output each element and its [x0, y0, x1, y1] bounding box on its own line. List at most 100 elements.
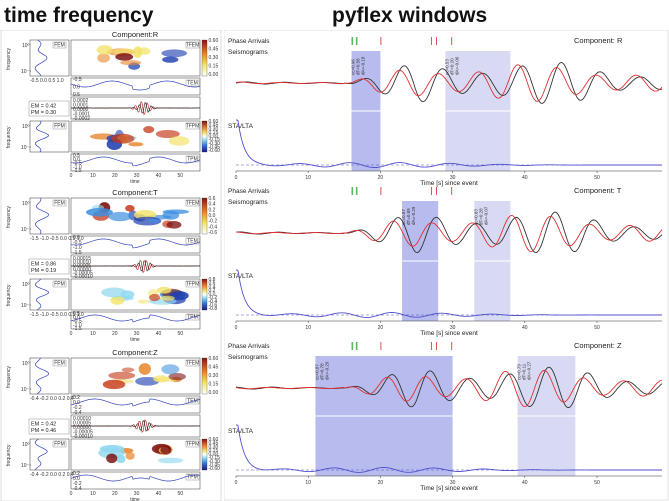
tf-colorbar-tick: 0.30 — [209, 55, 219, 61]
pyflex-windows-heading: pyflex windows — [332, 4, 488, 27]
tf-tpm-tick: -0.5 — [73, 319, 82, 325]
pyflex-x-tick: 50 — [594, 175, 600, 181]
window-stat: dA=-0.06 — [454, 56, 459, 75]
tf-ylabel: frequency — [6, 366, 12, 388]
sta-lta-label: STA/LTA — [228, 123, 254, 130]
tf-colorbar-tick: -0.60 — [209, 466, 221, 472]
tf-tem-tick: 0.0 — [73, 400, 80, 406]
tf-curve — [70, 238, 201, 249]
tf-tem-tick: 0.0 — [73, 85, 80, 91]
tf-colorbar-tick: 0.2 — [209, 207, 216, 213]
tf-box-label: FEM — [54, 201, 65, 207]
pyflex-component-1: cc=0.96 dT=0.58 dA=-0.18 cc=0.53 dT=0.20 dA=-… — [228, 36, 663, 187]
tf-tpm-tick: 0.0 — [73, 315, 80, 321]
tf-tpm-tick: -0.2 — [73, 481, 82, 487]
tf-colorbar-tick: 0.30 — [209, 126, 219, 132]
tf-xlabel: time — [130, 497, 140, 501]
window-stat: dA=-0.07 — [483, 206, 488, 225]
tf-xlabel: time — [130, 179, 140, 185]
tf-curve — [35, 120, 50, 153]
observed-seismogram — [235, 211, 663, 254]
tf-box-label: TFPM — [186, 282, 200, 288]
window-stat: cc=0.83 — [473, 209, 478, 225]
tf-colorbar-tick: 0.45 — [209, 123, 219, 129]
tf-fpm-ticks: -1.5 -1.0 -0.5 0.0 0.5 1.0 — [30, 312, 84, 318]
window-stat: dA=-0.29 — [324, 361, 329, 380]
tf-colorbar-tick: 0.4 — [209, 284, 216, 290]
tf-heatmap — [101, 286, 189, 305]
seismograms-label: Seismograms — [228, 199, 268, 206]
phase-arrival-green — [355, 342, 358, 350]
tf-colorbar-tick: -0.4 — [209, 299, 218, 305]
pyflex-xlabel: Time [s] since event — [420, 180, 478, 187]
tf-seis-tick: -0.00005 — [73, 430, 93, 436]
window-stat: dT=0.20 — [449, 58, 454, 75]
tf-seis-tick: 0.00010 — [73, 260, 91, 266]
tf-ylabel: frequency — [6, 126, 12, 148]
tf-colorbar-tick: 0.15 — [209, 448, 219, 454]
synthetic-seismogram — [235, 369, 663, 408]
pyflex-x-tick: 0 — [235, 175, 238, 181]
tf-colorbar — [201, 197, 208, 235]
tf-tem-tick: -0.2 — [73, 405, 82, 411]
tf-box-label: FEM — [54, 361, 65, 367]
tf-tpm-tick: 0.0 — [73, 476, 80, 482]
window-stat: dA=-0.27 — [527, 361, 532, 380]
tf-seis-tick: 0.0000 — [73, 107, 89, 113]
window-stat: dT=0.78 — [319, 363, 324, 380]
tf-x-tick: 50 — [178, 491, 184, 497]
tf-box-label: TFEM — [186, 361, 200, 367]
tf-freq-tick: 10⁰ — [22, 43, 30, 49]
tf-colorbar-tick: 0.8 — [209, 277, 216, 283]
tf-x-tick: 40 — [156, 173, 162, 179]
phase-arrivals-label: Phase Arrivals — [228, 343, 270, 350]
window-stat: dA=-0.18 — [361, 56, 366, 75]
tf-seis-tick: 0.00010 — [73, 416, 91, 422]
tf-tem-tick: 0.2 — [73, 395, 80, 401]
tf-freq-tick: 10⁰ — [22, 442, 30, 448]
tf-curve — [34, 39, 48, 77]
pyflex-x-tick: 50 — [594, 480, 600, 486]
tf-x-tick: 40 — [156, 491, 162, 497]
tf-curve — [34, 438, 48, 471]
tf-x-tick: 20 — [112, 331, 118, 337]
tf-fpm-ticks: -0.4 -0.2 0.0 0.2 0.4 — [30, 472, 74, 478]
tf-box-label: TEM — [187, 81, 198, 87]
pyflex-x-tick: 40 — [522, 325, 528, 331]
tf-freq-tick: 10⁰ — [22, 124, 30, 130]
tf-ylabel: frequency — [6, 444, 12, 466]
tf-seis-tick: -0.00005 — [73, 270, 93, 276]
tf-colorbar-tick: -0.15 — [209, 455, 221, 461]
tf-curve — [70, 156, 201, 167]
tf-freq-tick: 10⁻¹ — [21, 463, 31, 469]
seismograms-label: Seismograms — [228, 354, 268, 361]
tf-pm-value: PM = 0.46 — [31, 428, 56, 434]
tf-colorbar — [201, 278, 208, 311]
tf-fem-ticks: -0.5 0.0 0.5 1.0 — [30, 78, 64, 84]
tf-tpm-tick: 0.5 — [73, 153, 80, 159]
tf-colorbar-tick: 0.45 — [209, 47, 219, 53]
time-frequency-heading: time frequency — [4, 4, 154, 27]
pyflex-component-title: Component: Z — [574, 341, 622, 350]
tf-curve — [70, 314, 201, 323]
pyflex-x-tick: 20 — [378, 480, 384, 486]
tf-seis-tick: -0.0002 — [73, 116, 90, 122]
tf-x-tick: 0 — [70, 491, 73, 497]
tf-colorbar-tick: -0.2 — [209, 295, 218, 301]
pyflex-x-tick: 30 — [450, 325, 456, 331]
tf-freq-tick: 10⁰ — [22, 282, 30, 288]
tf-tem-tick: 0.0 — [73, 235, 80, 241]
window-stat: dA=-0.29 — [411, 206, 416, 225]
pyflex-x-tick: 10 — [305, 175, 311, 181]
tf-box-label: TPM — [187, 157, 198, 163]
tf-axes — [70, 471, 201, 490]
tf-x-tick: 30 — [134, 331, 140, 337]
phase-arrival-red — [436, 187, 438, 195]
synthetic-seismogram — [236, 215, 663, 253]
tf-colorbar-tick: -0.8 — [209, 306, 218, 312]
tf-em-value: EM = 0.86 — [31, 262, 56, 268]
phase-arrival-green — [355, 187, 358, 195]
tf-tpm-tick: -1.0 — [73, 322, 82, 328]
